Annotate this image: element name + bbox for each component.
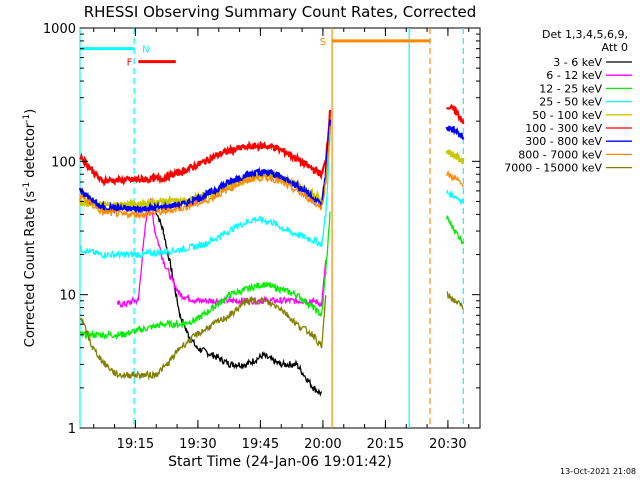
x-tick-label: 19:15 (117, 437, 154, 452)
footer-timestamp: 13-Oct-2021 21:08 (560, 467, 636, 476)
x-tick-label: 19:30 (179, 437, 216, 452)
interval-markers: NF S (80, 37, 430, 69)
series-line (79, 295, 327, 381)
y-tick-label: 1000 (43, 22, 76, 37)
y-axis-ticks: 1 10 100 1000 (43, 22, 480, 437)
series-line (445, 125, 465, 140)
series-lines (78, 103, 465, 397)
x-tick-label: 20:15 (367, 437, 404, 452)
x-tick-label: 20:00 (304, 437, 341, 452)
legend-entry: 300 - 800 keV (525, 135, 602, 148)
y-tick-label: 1 (68, 422, 76, 437)
legend-entry: 3 - 6 keV (553, 56, 602, 69)
legend-entry: 7000 - 15000 keV (504, 162, 602, 175)
chart-title: RHESSI Observing Summary Count Rates, Co… (84, 3, 477, 21)
series-line (79, 211, 331, 341)
y-tick-label: 10 (59, 289, 76, 304)
interval-label: S (320, 37, 326, 48)
legend-entry: 50 - 100 keV (532, 109, 602, 122)
x-tick-label: 19:45 (242, 437, 279, 452)
y-axis-label: Corrected Count Rate (s-1 detector-1) (22, 109, 38, 347)
series-line (446, 189, 464, 206)
legend-entry: 100 - 300 keV (525, 122, 602, 135)
series-line (78, 119, 332, 216)
series-line (79, 126, 331, 220)
series-line (446, 169, 464, 188)
vertical-markers (79, 28, 464, 428)
legend-entry: 25 - 50 keV (539, 96, 602, 109)
x-axis-ticks: 19:15 19:30 19:45 20:00 20:15 20:30 (93, 28, 470, 452)
legend-header-1: Det 1,3,4,5,6,9, (542, 28, 628, 41)
legend-entry: 12 - 25 keV (539, 82, 602, 95)
interval-label: N (142, 45, 149, 56)
interval-label: F (127, 58, 133, 69)
series-line (79, 137, 331, 260)
series-line (445, 149, 465, 165)
legend-header-2: Att 0 (602, 41, 628, 54)
series-line (445, 103, 465, 125)
series-line (446, 215, 464, 245)
legend-entry: 800 - 7000 keV (518, 148, 602, 161)
series-line (79, 110, 332, 187)
y-tick-label: 100 (51, 155, 76, 170)
x-tick-label: 20:30 (429, 437, 466, 452)
x-axis-label: Start Time (24-Jan-06 19:01:42) (168, 454, 392, 470)
legend-entry: 6 - 12 keV (546, 69, 602, 82)
series-line (446, 291, 464, 310)
